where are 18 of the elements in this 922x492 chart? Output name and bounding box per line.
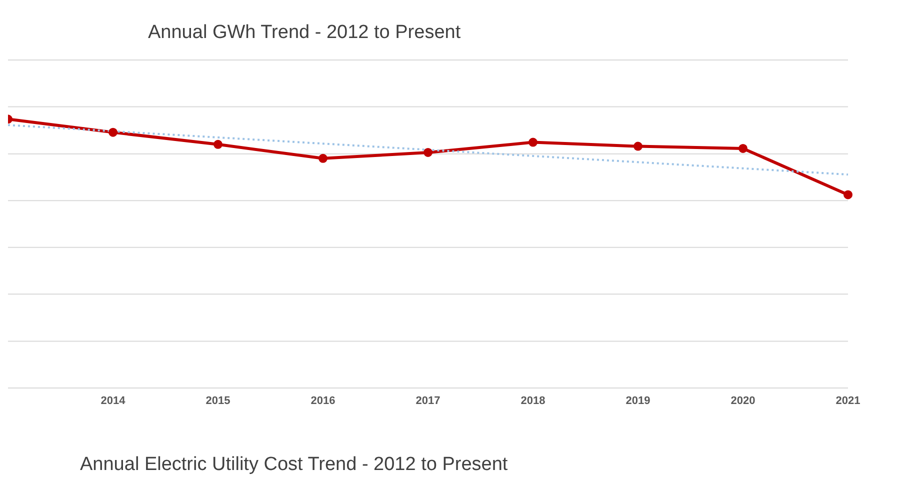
point xyxy=(844,190,852,200)
x-tick-label: 2018 xyxy=(520,394,546,407)
x-tick-label: 2019 xyxy=(626,394,650,407)
x-tick-label: 2020 xyxy=(730,394,756,407)
chart-title: Annual GWh Trend - 2012 to Present xyxy=(148,22,461,44)
point xyxy=(738,144,748,153)
point xyxy=(528,138,538,147)
x-tick-label: 2017 xyxy=(416,394,440,407)
point xyxy=(424,148,432,157)
point xyxy=(634,142,642,151)
point xyxy=(318,154,328,163)
x-tick-label: 2015 xyxy=(206,394,230,407)
point xyxy=(214,140,222,149)
x-tick-label: 2021 xyxy=(836,394,860,407)
point xyxy=(108,128,118,137)
text: Annual Electric Utility Cost Trend - 2012 to Present xyxy=(80,454,508,476)
x-tick-label: 2014 xyxy=(100,394,126,407)
x-tick-label: 2016 xyxy=(310,394,336,407)
